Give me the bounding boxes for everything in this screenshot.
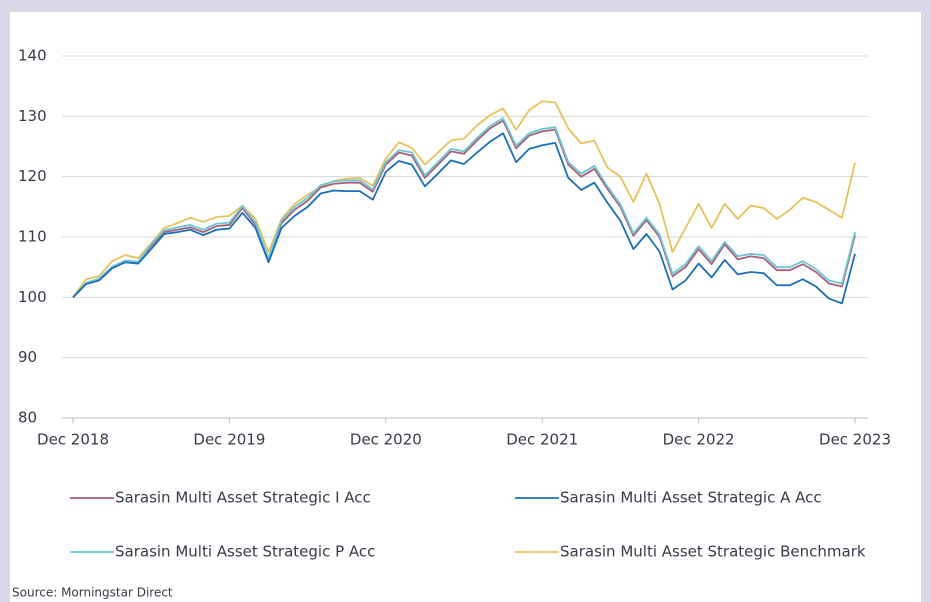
chart: Source: Morningstar Direct 80 90 100 110 120… xyxy=(12,47,891,600)
y-tick-label: 140 xyxy=(18,47,47,65)
y-tick-label: 100 xyxy=(18,288,47,306)
series-line xyxy=(72,117,856,298)
series-line xyxy=(72,100,856,298)
x-tick-label: Dec 2019 xyxy=(193,431,265,449)
y-tick-label: 80 xyxy=(18,409,37,427)
x-tick-label: Dec 2021 xyxy=(506,431,578,449)
legend-label: Sarasin Multi Asset Strategic Benchmark xyxy=(560,543,866,561)
series-line xyxy=(72,119,856,298)
legend-label: Sarasin Multi Asset Strategic P Acc xyxy=(115,543,375,561)
x-tick-label: Dec 2020 xyxy=(350,431,422,449)
y-tick-label: 120 xyxy=(18,167,47,185)
source-note: Source: Morningstar Direct xyxy=(12,586,173,600)
legend-label: Sarasin Multi Asset Strategic A Acc xyxy=(560,489,822,507)
chart-panel: Source: Morningstar Direct 80 90 100 110 120… xyxy=(10,12,921,602)
series-line xyxy=(72,132,856,305)
x-tick-label: Dec 2022 xyxy=(663,431,735,449)
x-tick-label: Dec 2018 xyxy=(37,431,109,449)
y-tick-label: 110 xyxy=(18,228,47,246)
y-tick-label: 130 xyxy=(18,107,47,125)
y-tick-label: 90 xyxy=(18,348,37,366)
legend-label: Sarasin Multi Asset Strategic I Acc xyxy=(115,489,371,507)
x-tick-label: Dec 2023 xyxy=(819,431,891,449)
